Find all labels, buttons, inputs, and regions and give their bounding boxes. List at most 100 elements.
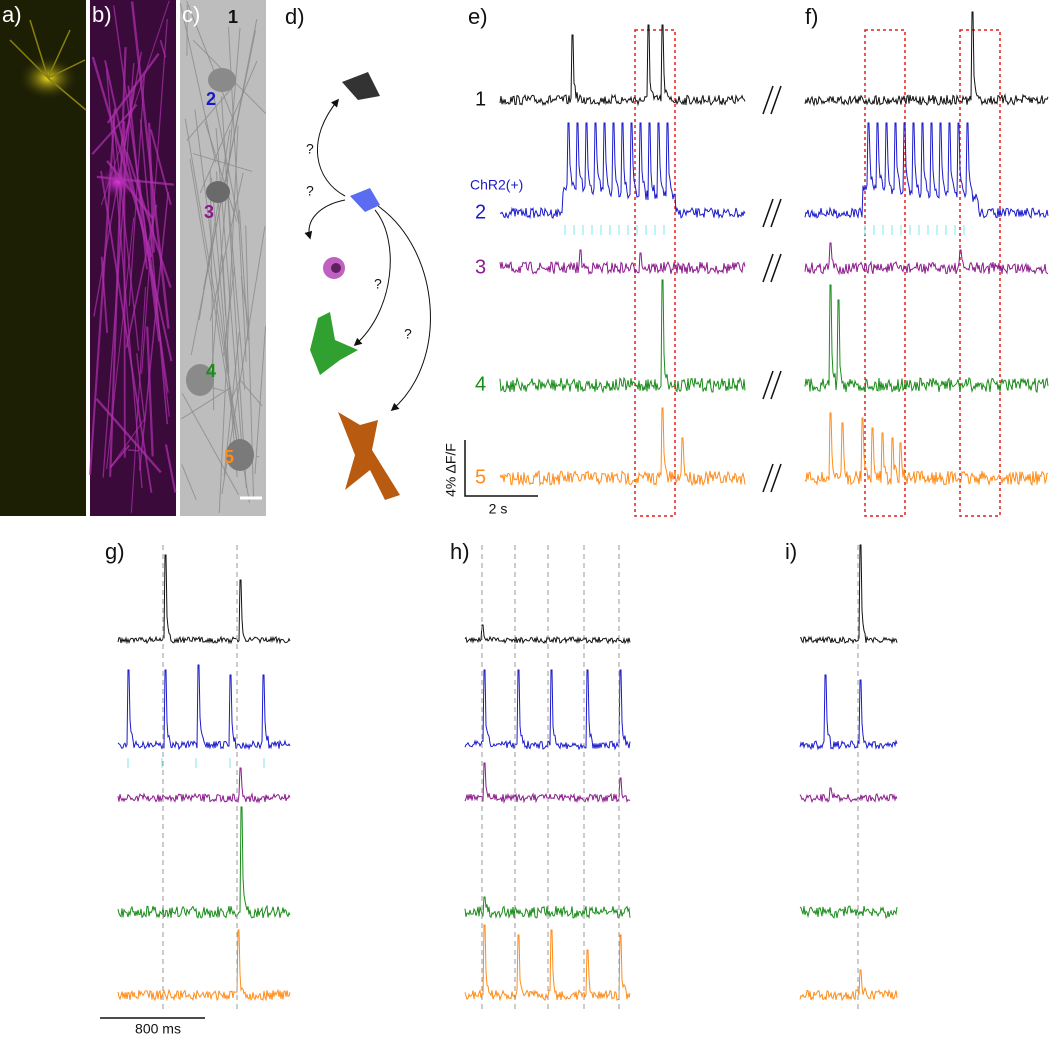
panel-label: i)	[785, 539, 797, 564]
panel-label: b)	[92, 2, 112, 27]
neurite	[105, 68, 143, 489]
neurite	[91, 103, 138, 155]
panel-label: e)	[468, 4, 488, 29]
neurite	[213, 96, 240, 225]
neurite	[189, 158, 240, 453]
axis-break	[762, 85, 774, 115]
trace	[117, 767, 291, 804]
neurite	[149, 129, 172, 205]
trace-label: 5	[475, 466, 486, 488]
neurite	[230, 378, 241, 402]
axis-break	[762, 198, 774, 228]
neurite	[181, 392, 239, 496]
neurite	[130, 1, 170, 329]
neurite	[240, 380, 263, 407]
highlight-box	[864, 29, 906, 517]
annotation: ChR2(+)	[470, 177, 523, 193]
trace	[499, 249, 746, 276]
trace	[499, 24, 746, 107]
neurite	[130, 286, 147, 513]
trace	[499, 407, 746, 487]
panel-label: a)	[2, 2, 22, 27]
neurite	[93, 51, 143, 317]
neurite	[123, 121, 126, 458]
traces	[117, 11, 1049, 1010]
trace	[799, 674, 898, 751]
trace	[117, 806, 291, 919]
scale-label: 4% ΔF/F	[443, 443, 459, 497]
neurite	[96, 175, 174, 186]
scale-label: 2 s	[489, 501, 508, 517]
trace	[117, 554, 291, 645]
axis-break	[770, 198, 782, 228]
trace	[799, 969, 898, 1002]
trace	[804, 284, 1049, 394]
cell-number: 3	[204, 202, 214, 222]
neurite	[211, 386, 224, 392]
axis-break	[762, 463, 774, 493]
neurite	[110, 419, 145, 468]
neurite	[222, 255, 230, 373]
neurite	[181, 464, 197, 501]
highlight-box	[634, 29, 676, 517]
axis-break	[770, 370, 782, 400]
cell-number: 5	[224, 447, 234, 467]
cell	[206, 181, 230, 203]
panel-label: g)	[105, 539, 125, 564]
cell-shape	[310, 312, 358, 375]
axis-break	[770, 85, 782, 115]
trace	[799, 787, 898, 804]
neurite	[254, 326, 266, 474]
neurite	[186, 87, 233, 142]
trace	[117, 929, 291, 1002]
question-mark: ?	[374, 276, 382, 292]
neurite	[194, 109, 241, 464]
question-mark: ?	[306, 183, 314, 199]
panel-label: h)	[450, 539, 470, 564]
neurite	[147, 122, 155, 253]
axis-break	[770, 253, 782, 283]
neurite	[218, 125, 239, 513]
neurite	[100, 170, 153, 493]
cell-number: 4	[206, 361, 216, 381]
cell-shape	[342, 72, 380, 100]
cell	[186, 364, 214, 396]
axis-break	[762, 253, 774, 283]
scale-label: 800 ms	[135, 1021, 181, 1037]
neurite	[141, 19, 168, 374]
trace	[804, 11, 1049, 107]
cell-shape	[350, 188, 380, 212]
arrow	[377, 205, 431, 412]
scale-bar	[464, 440, 538, 497]
highlight-box	[959, 29, 1001, 517]
trace	[800, 544, 898, 645]
neurite	[199, 60, 258, 194]
neurite	[198, 129, 231, 321]
neurite	[184, 118, 250, 503]
neurite	[164, 444, 177, 493]
neurite	[128, 74, 145, 306]
trace-label: 3	[475, 256, 486, 278]
trace	[499, 279, 746, 394]
neurite	[220, 96, 247, 489]
neurite	[146, 326, 154, 457]
arrow	[316, 98, 346, 197]
highlight-boxes	[634, 29, 1001, 517]
neurite	[225, 169, 246, 390]
axis-break	[770, 463, 782, 493]
neurite	[240, 276, 250, 328]
cell-number: 1	[228, 7, 238, 27]
trace	[804, 122, 1049, 219]
panel-label: d)	[285, 4, 305, 29]
neurite	[95, 398, 162, 474]
trace	[464, 896, 631, 920]
cell-number: 2	[206, 89, 216, 109]
neurite	[181, 387, 232, 420]
neurite	[88, 108, 116, 476]
neurite	[136, 353, 146, 422]
neurite	[9, 19, 87, 111]
cell-shape	[338, 412, 400, 500]
neurite	[192, 153, 253, 172]
